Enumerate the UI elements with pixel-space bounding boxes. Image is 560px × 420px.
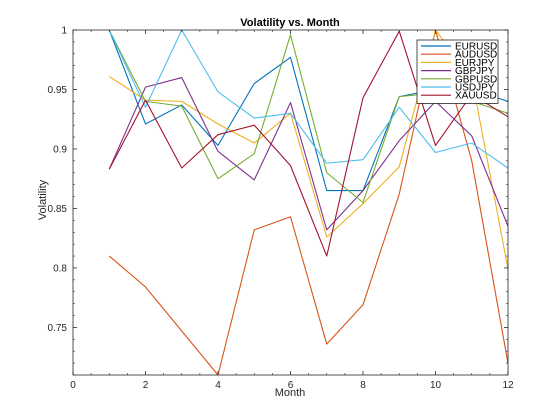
series-line-xauusd	[108, 30, 509, 257]
legend-label-gbpusd: GBPUSD	[455, 74, 497, 85]
x-tick-label: 8	[360, 380, 366, 391]
x-tick-label: 4	[215, 380, 221, 391]
y-tick-label: 0.75	[48, 323, 68, 334]
y-tick-label: 0.9	[53, 144, 67, 155]
x-axis-label: Month	[275, 387, 306, 399]
legend-label-eurusd: EURUSD	[455, 42, 497, 53]
x-tick-label: 0	[70, 380, 76, 391]
y-tick-label: 0.85	[48, 204, 68, 215]
legend: EURUSDAUDUSDEURJPYGBPJPYGBPUSDUSDJPYXAUU…	[416, 39, 499, 104]
y-tick-label: 0.8	[53, 263, 67, 274]
legend-label-usdjpy: USDJPY	[455, 83, 495, 94]
legend-label-eurjpy: EURJPY	[455, 58, 495, 69]
legend-label-gbpjpy: GBPJPY	[455, 66, 495, 77]
series-layer	[108, 29, 509, 376]
x-tick-label: 12	[502, 380, 514, 391]
series-line-gbpjpy	[108, 77, 509, 231]
series-line-usdjpy	[108, 29, 509, 169]
ticks-layer: 0 2 4 6 8 10 12 0.75 0.8 0.85 0.9 0.95 1	[48, 26, 514, 392]
y-tick-label: 0.95	[48, 85, 68, 96]
legend-label-xauusd: XAUUSD	[455, 91, 497, 102]
chart-title: Volatility vs. Month	[240, 17, 340, 29]
x-tick-label: 6	[288, 380, 294, 391]
y-tick-label: 1	[61, 26, 67, 37]
legend-box	[416, 39, 499, 104]
legend-label-audusd: AUDUSD	[455, 50, 497, 61]
series-line-eurjpy	[108, 29, 509, 270]
x-tick-label: 2	[143, 380, 149, 391]
y-axis-label: Volatility	[37, 179, 49, 220]
x-tick-label: 10	[430, 380, 442, 391]
